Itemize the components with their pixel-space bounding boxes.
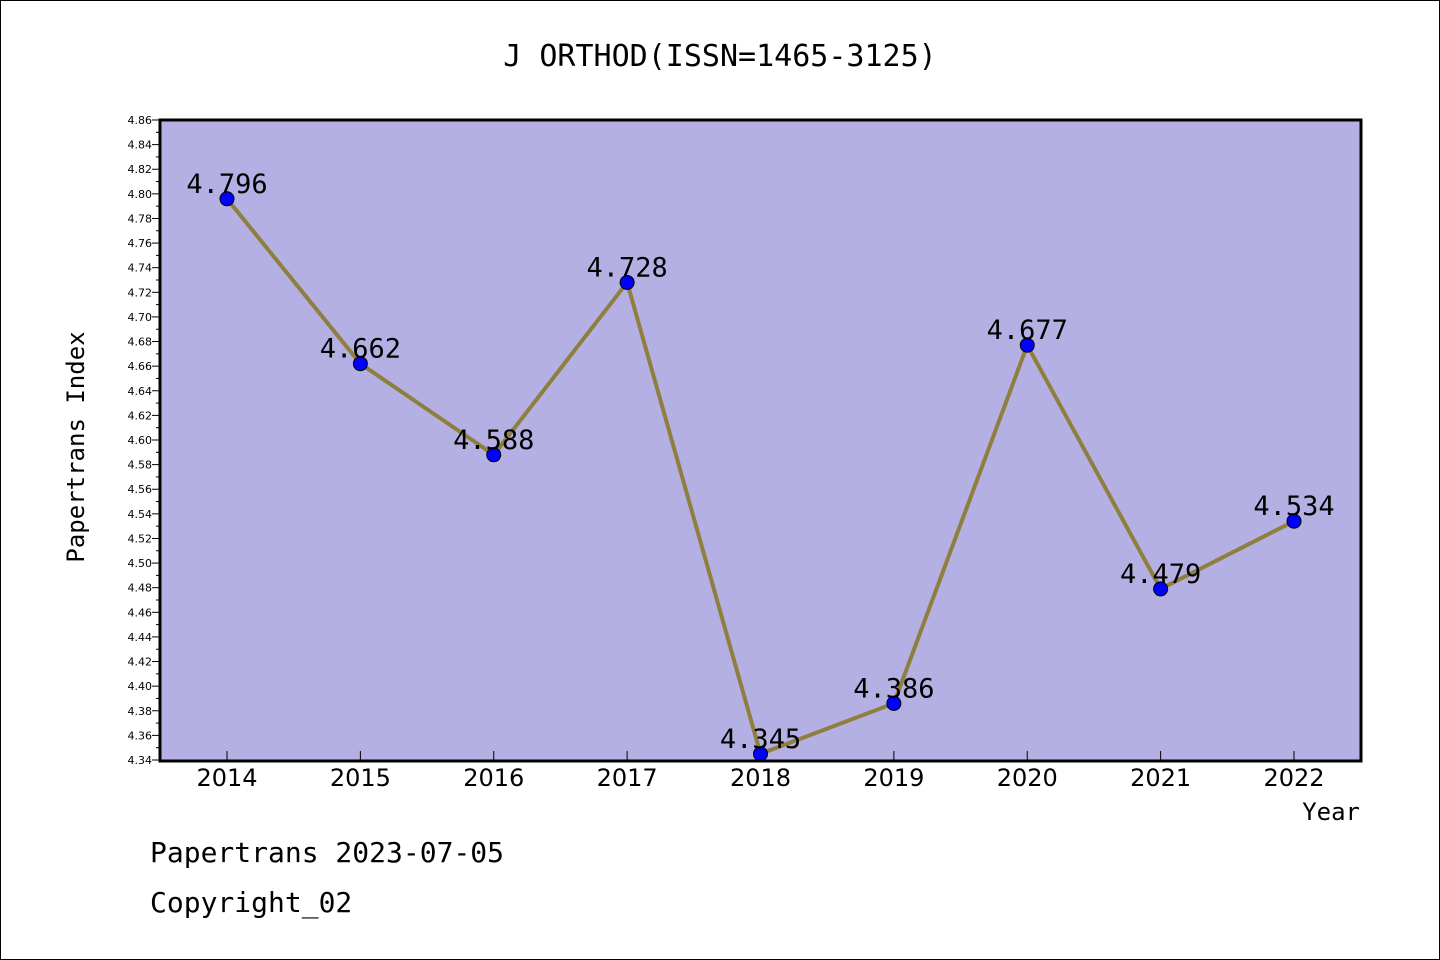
data-point xyxy=(1153,581,1169,597)
data-point xyxy=(1286,513,1302,529)
y-tick-label: 4.42 xyxy=(128,656,153,669)
series-line xyxy=(219,191,1302,762)
data-point xyxy=(1019,337,1035,353)
y-tick-label: 4.82 xyxy=(128,163,153,176)
y-tick-label: 4.72 xyxy=(128,286,153,299)
data-label: 4.479 xyxy=(1120,559,1201,590)
footer-date-line: Papertrans 2023-07-05 xyxy=(150,836,505,869)
y-tick-label: 4.38 xyxy=(128,705,153,718)
y-tick-label: 4.78 xyxy=(128,212,153,225)
plot-border xyxy=(158,118,1363,763)
y-axis-label: Papertrans Index xyxy=(62,331,90,562)
footer-copyright-line: Copyright_02 xyxy=(150,886,353,919)
data-label: 4.728 xyxy=(586,252,667,283)
y-tick-label: 4.52 xyxy=(128,532,153,545)
y-tick-label: 4.70 xyxy=(128,311,153,324)
data-label: 4.534 xyxy=(1253,491,1334,522)
data-labels: 4.796 4.662 4.588 4.728 4.345 4.386 4.677 4.479… xyxy=(186,169,1334,755)
data-label: 4.677 xyxy=(987,315,1068,346)
data-point xyxy=(619,274,635,290)
x-tick-label: 2021 xyxy=(1130,764,1191,792)
y-tick-label: 4.76 xyxy=(128,237,153,250)
data-point xyxy=(486,447,502,463)
data-label: 4.345 xyxy=(720,724,801,755)
y-tick-label: 4.46 xyxy=(128,606,153,619)
x-tick-label: 2016 xyxy=(463,764,524,792)
data-label: 4.796 xyxy=(186,169,267,200)
y-axis: 4.34 4.36 4.38 4.40 4.42 4.44 4.46 4.48 4.50 4.52… xyxy=(128,114,160,767)
y-tick-label: 4.74 xyxy=(128,262,153,275)
x-tick-label: 2019 xyxy=(863,764,924,792)
y-tick-label: 4.58 xyxy=(128,459,153,472)
y-tick-label: 4.66 xyxy=(128,360,153,373)
y-tick-label: 4.64 xyxy=(128,385,153,398)
x-axis: 2014 2015 2016 2017 2018 2019 2020 2021 2022 xyxy=(196,751,1325,792)
data-label: 4.662 xyxy=(320,334,401,365)
y-tick-label: 4.84 xyxy=(128,139,153,152)
x-axis-label: Year xyxy=(1302,798,1360,826)
y-tick-label: 4.80 xyxy=(128,188,153,201)
y-tick-label: 4.34 xyxy=(128,754,153,767)
data-point xyxy=(352,356,368,372)
x-tick-label: 2014 xyxy=(196,764,257,792)
y-tick-label: 4.60 xyxy=(128,434,153,447)
y-tick-label: 4.68 xyxy=(128,336,153,349)
y-tick-label: 4.50 xyxy=(128,557,153,570)
x-tick-label: 2018 xyxy=(730,764,791,792)
x-tick-label: 2022 xyxy=(1263,764,1324,792)
data-point xyxy=(219,191,235,207)
data-point xyxy=(886,695,902,711)
x-tick-label: 2020 xyxy=(997,764,1058,792)
x-tick-label: 2015 xyxy=(330,764,391,792)
data-label: 4.588 xyxy=(453,425,534,456)
y-tick-label: 4.86 xyxy=(128,114,153,127)
y-tick-label: 4.44 xyxy=(128,631,153,644)
y-tick-label: 4.62 xyxy=(128,409,153,422)
y-tick-label: 4.48 xyxy=(128,582,153,595)
y-tick-label: 4.36 xyxy=(128,729,153,742)
plot-area xyxy=(160,120,1361,761)
x-tick-label: 2017 xyxy=(597,764,658,792)
y-tick-label: 4.56 xyxy=(128,483,153,496)
y-tick-label: 4.54 xyxy=(128,508,153,521)
chart-title: J ORTHOD(ISSN=1465-3125) xyxy=(503,39,936,74)
data-label: 4.386 xyxy=(853,673,934,704)
y-tick-label: 4.40 xyxy=(128,680,153,693)
